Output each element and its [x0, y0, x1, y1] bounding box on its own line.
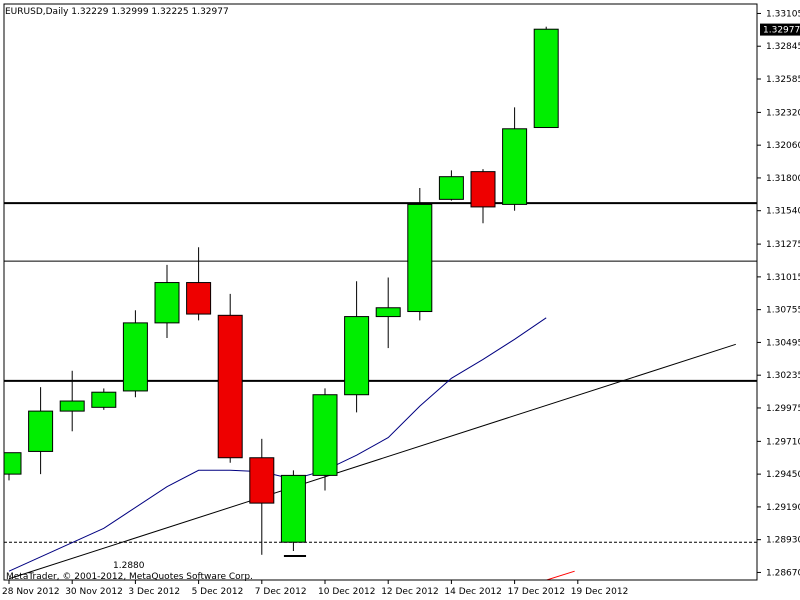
bull-candle-body — [59, 400, 85, 412]
candle — [154, 264, 180, 339]
candle — [59, 370, 85, 432]
candle — [91, 388, 117, 410]
bull-candle-body — [312, 394, 338, 476]
plot-border — [3, 3, 758, 581]
x-tick-label: 19 Dec 2012 — [571, 587, 629, 597]
y-tick-label: 1.29190 — [766, 503, 800, 513]
bull-candle-body — [122, 322, 148, 392]
y-tick-label: 1.30235 — [766, 371, 800, 381]
time-axis: 28 Nov 2012 30 Nov 2012 3 Dec 2012 5 Dec 20… — [2, 580, 628, 597]
x-tick-label: 14 Dec 2012 — [444, 587, 502, 597]
y-tick-label: 1.31540 — [766, 207, 800, 217]
candle — [407, 188, 433, 321]
candle — [249, 438, 275, 555]
bull-candle-body — [91, 391, 117, 408]
bull-candle-body — [344, 316, 370, 396]
y-tick-label: 1.32585 — [766, 75, 800, 85]
y-tick-label: 1.31015 — [766, 273, 800, 283]
annotation-layer: 1.2880 — [113, 555, 575, 580]
x-tick-label: 5 Dec 2012 — [192, 587, 244, 597]
bull-candle-body — [4, 452, 22, 475]
y-tick-label: 1.32320 — [766, 108, 800, 118]
horizontal-lines-layer — [4, 202, 757, 543]
price-axis: 1.33105 1.32845 1.32585 1.32320 1.32060 1.318… — [757, 9, 800, 578]
current-price-label: 1.32977 — [763, 26, 800, 36]
chart-frame — [3, 3, 758, 581]
y-tick-label: 1.29975 — [766, 404, 800, 414]
bull-candle-body — [28, 410, 54, 452]
bull-candle-body — [375, 307, 401, 318]
bull-candle-body — [438, 176, 464, 200]
bull-candle-body — [502, 128, 528, 205]
x-tick-label: 17 Dec 2012 — [508, 587, 565, 597]
bull-candle-body — [533, 28, 559, 129]
candle — [28, 387, 54, 475]
y-tick-label: 1.32845 — [766, 42, 800, 52]
candle — [186, 247, 212, 321]
candle — [4, 452, 22, 481]
bull-candle-body — [407, 203, 433, 313]
candle — [438, 170, 464, 201]
y-tick-label: 1.28930 — [766, 536, 800, 546]
y-tick-label: 1.29710 — [766, 437, 800, 447]
y-tick-label: 1.31275 — [766, 240, 800, 250]
current-price-tag — [760, 23, 800, 36]
y-tick-label: 1.30495 — [766, 338, 800, 348]
bear-candle-body — [186, 282, 212, 315]
red-indicator-line — [544, 570, 575, 580]
watermark-text: MetaTrader, © 2001-2012, MetaQuotes Soft… — [6, 572, 253, 582]
bear-candle-body — [217, 314, 243, 459]
bull-candle-body — [280, 474, 306, 543]
moving-average-line — [8, 317, 547, 572]
candle — [502, 107, 528, 211]
candle — [470, 169, 496, 224]
x-tick-label: 7 Dec 2012 — [255, 587, 307, 597]
bear-candle-body — [470, 171, 496, 208]
x-tick-label: 10 Dec 2012 — [318, 587, 376, 597]
candles-layer — [4, 26, 559, 555]
candle — [280, 470, 306, 552]
bull-candle-body — [154, 282, 180, 324]
candle — [122, 310, 148, 398]
x-tick-label: 28 Nov 2012 — [2, 587, 60, 597]
candle — [217, 293, 243, 463]
y-tick-label: 1.31800 — [766, 174, 800, 184]
x-tick-label: 3 Dec 2012 — [128, 587, 180, 597]
x-tick-label: 30 Nov 2012 — [65, 587, 123, 597]
y-tick-label: 1.28670 — [766, 568, 800, 578]
candle — [344, 281, 370, 413]
trendline — [8, 343, 736, 580]
chart-header: EURUSD,Daily 1.32229 1.32999 1.32225 1.3… — [5, 7, 229, 17]
y-tick-label: 1.33105 — [766, 9, 800, 19]
level-marker-label: 1.2880 — [113, 561, 145, 571]
trendline-layer — [8, 343, 736, 580]
y-tick-label: 1.32060 — [766, 141, 800, 151]
y-tick-label: 1.30755 — [766, 306, 800, 316]
x-tick-label: 12 Dec 2012 — [381, 587, 439, 597]
candle — [533, 26, 559, 129]
y-tick-label: 1.29450 — [766, 470, 800, 480]
candle — [312, 388, 338, 491]
moving-average-layer — [8, 317, 547, 572]
candle — [375, 277, 401, 349]
bear-candle-body — [249, 457, 275, 504]
